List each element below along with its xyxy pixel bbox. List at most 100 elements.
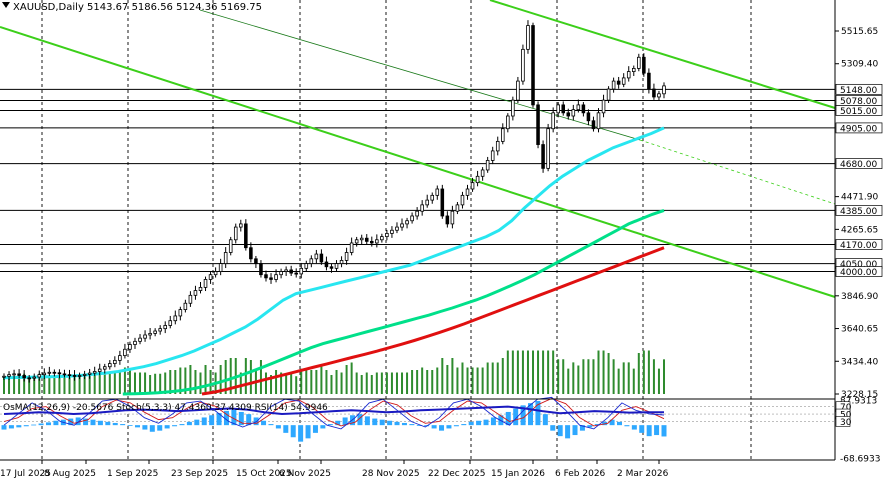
- volume-bar: [562, 359, 565, 394]
- candle-body: [128, 344, 132, 350]
- volume-bar: [577, 365, 580, 394]
- osma-bar: [572, 425, 578, 436]
- candle-body: [334, 263, 339, 269]
- volume-bar: [582, 359, 585, 394]
- level-label: 4000.00: [840, 268, 877, 278]
- volume-bar: [632, 368, 635, 394]
- stoch-main-line: [3, 396, 665, 430]
- candle-body: [425, 199, 429, 206]
- osma-bar: [23, 425, 29, 427]
- indicator-header: OsMA(12,26,9) -20.5676 Stoch(5,3,3) 47.4…: [3, 403, 328, 413]
- candle-body: [359, 237, 364, 241]
- level-label: 4050.00: [840, 260, 877, 270]
- osma-bar: [157, 425, 163, 431]
- volume-bar: [557, 359, 560, 394]
- indicator-y-tick-label: 50: [840, 411, 852, 421]
- candle-body: [611, 80, 616, 90]
- volume-bar: [345, 365, 348, 394]
- level-label-box: [835, 122, 883, 134]
- level-label-box: [835, 158, 883, 169]
- candle-body: [506, 115, 510, 130]
- volume-bar: [149, 375, 152, 394]
- candle-body: [2, 375, 6, 378]
- volume-bar: [395, 372, 398, 394]
- volume-bar: [63, 376, 66, 394]
- volume-bar: [426, 370, 429, 394]
- candle-body: [455, 204, 460, 212]
- volume-bar: [375, 372, 378, 394]
- indicator-y-tick-label: -68.6933: [840, 455, 880, 465]
- volume-bar: [88, 375, 91, 394]
- osma-bar: [149, 425, 155, 432]
- osma-bar: [127, 425, 133, 426]
- osma-bar: [609, 419, 615, 426]
- candle-body: [27, 377, 31, 380]
- candle-body: [440, 188, 445, 217]
- candle-body: [616, 80, 621, 85]
- osma-bar: [654, 425, 660, 436]
- volume-bar: [642, 350, 645, 394]
- osma-bar: [513, 408, 519, 426]
- indicator-label-box: [835, 416, 851, 427]
- volume-bar: [18, 375, 21, 394]
- candle-body: [561, 104, 566, 114]
- indicator-y-tick-label: 30: [840, 418, 852, 428]
- x-tick-label: 6 Feb 2026: [555, 469, 606, 479]
- osma-bar: [290, 425, 296, 438]
- candle-body: [188, 294, 193, 304]
- candle-body: [264, 274, 268, 279]
- osma-bar: [83, 418, 89, 426]
- volume-bar: [506, 350, 509, 394]
- volume-bar: [73, 376, 76, 394]
- volume-bar: [305, 370, 308, 394]
- candle-body: [314, 253, 319, 260]
- osma-bar: [142, 425, 148, 430]
- candle-body: [566, 112, 571, 117]
- volume-bar: [239, 372, 242, 394]
- volume-bar: [78, 376, 81, 394]
- osma-bar: [624, 425, 630, 427]
- volume-bar: [325, 370, 328, 394]
- volume-bar: [476, 367, 479, 394]
- volume-bar: [587, 359, 590, 394]
- candle-body: [143, 334, 147, 339]
- candle-body: [108, 363, 112, 368]
- osma-bar: [53, 420, 59, 426]
- price-candles: [2, 20, 666, 383]
- x-tick-label: 17 Jul 2025: [0, 469, 51, 479]
- candle-body: [647, 72, 651, 90]
- volume-bar: [113, 372, 116, 394]
- osma-bar: [268, 424, 274, 426]
- candle-body: [102, 366, 107, 370]
- volume-bar: [622, 362, 625, 394]
- osma-bar: [216, 413, 222, 426]
- volume-bar: [567, 368, 570, 394]
- volume-bar: [663, 359, 665, 394]
- osma-bar: [631, 425, 637, 430]
- volume-bar: [53, 376, 56, 394]
- volume-bar: [93, 375, 96, 394]
- candle-body: [420, 204, 424, 212]
- volume-bar: [108, 372, 111, 394]
- y-tick-label: 3434.40: [841, 357, 878, 367]
- osma-bar: [505, 411, 511, 426]
- collapse-triangle-icon[interactable]: [2, 2, 10, 8]
- level-label: 5078.00: [840, 97, 877, 107]
- osma-bar: [490, 417, 496, 426]
- volume-bar: [285, 375, 288, 394]
- candle-body: [652, 88, 656, 98]
- volume-bar: [647, 350, 650, 394]
- candle-body: [82, 373, 87, 376]
- volume-bar: [607, 353, 610, 394]
- osma-bar: [528, 403, 534, 426]
- candle-body: [596, 112, 601, 130]
- volume-bar: [224, 360, 227, 394]
- candle-body: [32, 376, 37, 379]
- volume-bar: [456, 367, 459, 394]
- candle-body: [239, 223, 243, 228]
- indicator-values-label: OsMA(12,26,9) -20.5676 Stoch(5,3,3) 47.4…: [3, 403, 328, 413]
